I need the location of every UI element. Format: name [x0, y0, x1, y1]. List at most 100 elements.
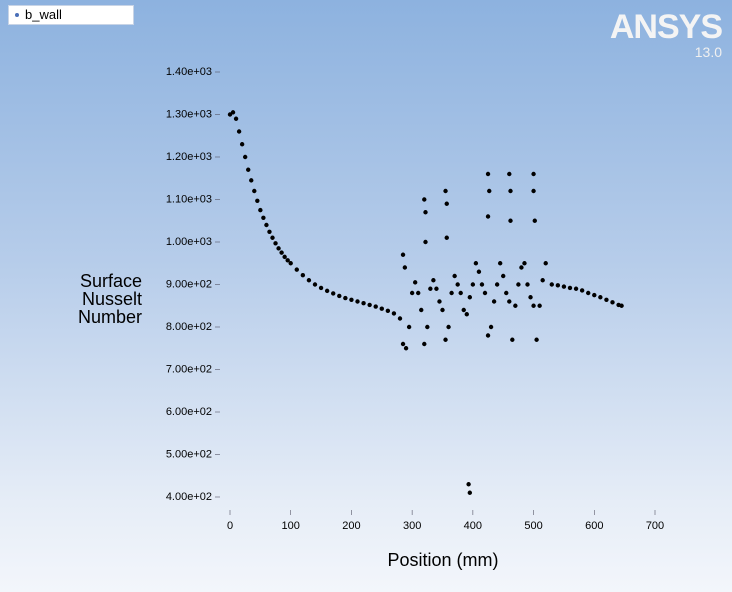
- data-point: [306, 278, 312, 283]
- x-tick-label: 0: [227, 520, 233, 532]
- data-point: [528, 295, 533, 300]
- data-point: [488, 324, 494, 330]
- data-point: [300, 272, 306, 278]
- data-point: [400, 341, 406, 347]
- data-point: [397, 316, 403, 321]
- data-point: [592, 292, 597, 298]
- data-point: [467, 295, 473, 300]
- data-point: [446, 324, 451, 330]
- data-point: [282, 254, 287, 260]
- data-point: [586, 290, 591, 296]
- data-point: [540, 278, 545, 283]
- data-point: [406, 324, 412, 330]
- data-point: [537, 303, 542, 308]
- data-point: [391, 311, 397, 316]
- x-tick-label: 400: [464, 520, 482, 532]
- legend-label: b_wall: [25, 7, 62, 22]
- legend-marker: [15, 12, 19, 17]
- data-point: [255, 198, 260, 203]
- data-point: [423, 239, 428, 245]
- data-point: [561, 284, 567, 289]
- y-tick-label: 1.10e+03: [166, 193, 212, 205]
- data-point: [504, 290, 509, 296]
- data-point: [476, 269, 482, 274]
- data-point: [440, 307, 445, 313]
- data-point: [443, 188, 448, 194]
- data-point: [355, 299, 360, 304]
- data-point: [567, 285, 573, 291]
- y-axis-label: Surface Nusselt Number: [77, 271, 142, 327]
- data-point: [598, 295, 603, 300]
- data-point: [479, 282, 485, 287]
- data-point: [324, 288, 330, 294]
- legend: b_wall: [8, 5, 134, 25]
- version: 13.0: [694, 44, 722, 60]
- data-point: [464, 312, 469, 317]
- x-axis-label: Position (mm): [387, 550, 498, 570]
- data-point: [501, 273, 506, 279]
- y-tick-label: 6.00e+02: [166, 406, 212, 418]
- y-tick-label: 9.00e+02: [166, 278, 212, 290]
- data-point: [494, 282, 500, 287]
- data-point: [485, 333, 491, 338]
- x-tick-label: 600: [585, 520, 603, 532]
- data-point: [318, 285, 324, 291]
- data-point: [522, 261, 527, 266]
- data-point: [428, 286, 433, 291]
- data-point: [619, 303, 624, 308]
- data-point: [452, 273, 457, 279]
- data-point: [461, 307, 466, 313]
- data-point: [525, 282, 530, 287]
- data-point: [261, 215, 266, 220]
- data-point: [466, 482, 471, 487]
- data-point: [431, 278, 436, 283]
- data-point: [379, 306, 384, 311]
- data-point: [267, 229, 272, 234]
- y-tick-label: 4.00e+02: [166, 491, 212, 503]
- y-tick-label: 7.00e+02: [166, 363, 212, 375]
- data-point: [573, 286, 579, 291]
- data-point: [444, 201, 449, 206]
- data-point: [531, 171, 536, 177]
- data-point: [437, 299, 442, 304]
- logo-text: ANSYS: [609, 8, 723, 46]
- y-tick-label: 1.30e+03: [166, 108, 212, 120]
- data-point: [249, 178, 254, 183]
- data-point: [312, 282, 318, 287]
- data-point: [419, 307, 424, 313]
- data-point: [425, 324, 430, 330]
- x-tick-label: 300: [403, 520, 421, 532]
- data-point: [443, 337, 448, 342]
- data-point: [288, 261, 293, 266]
- data-point: [485, 171, 491, 177]
- data-point: [264, 222, 269, 228]
- data-point: [482, 290, 488, 296]
- data-point: [507, 171, 512, 177]
- data-point: [337, 293, 342, 299]
- data-point: [449, 290, 454, 296]
- data-point: [276, 246, 281, 251]
- data-point: [385, 308, 391, 314]
- data-point: [246, 167, 251, 172]
- x-tick-label: 100: [282, 520, 300, 532]
- data-point: [467, 490, 473, 495]
- data-point: [531, 188, 536, 194]
- data-point: [579, 288, 585, 293]
- data-point: [236, 129, 242, 134]
- y-tick-label: 8.00e+02: [166, 321, 212, 333]
- data-point: [555, 283, 561, 288]
- data-point: [233, 116, 239, 121]
- data-point: [285, 258, 290, 263]
- data-point: [510, 337, 515, 342]
- data-point: [230, 110, 236, 115]
- data-point: [423, 210, 428, 215]
- data-point: [516, 282, 521, 287]
- data-point: [455, 282, 460, 287]
- y-tick-label: 1.00e+03: [166, 236, 212, 248]
- data-point: [610, 300, 615, 305]
- data-point: [604, 297, 609, 302]
- data-point: [543, 261, 548, 266]
- data-point: [491, 299, 497, 304]
